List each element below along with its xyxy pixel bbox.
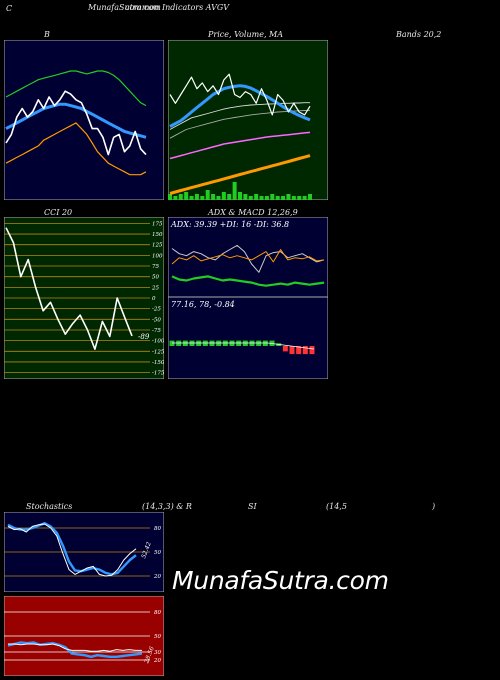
- macd-label: 77.16, 78, -0.84: [171, 300, 235, 309]
- adx-macd-title: ADX & MACD 12,26,9: [208, 208, 298, 217]
- macd-line: [267, 342, 315, 350]
- bollinger-lower-band: [5, 122, 147, 176]
- volume-bar: [297, 196, 302, 200]
- tick-label: 75: [152, 264, 159, 270]
- volume-bar: [227, 194, 232, 200]
- volume-bar: [302, 196, 307, 200]
- tick-label: 80: [154, 526, 161, 532]
- tick-label: 50: [154, 550, 161, 556]
- tick-label: 50: [152, 275, 159, 281]
- rsi-close: ): [432, 502, 436, 511]
- tick-label: 20: [153, 574, 161, 580]
- volume-bar: [216, 196, 221, 200]
- volume-bar: [248, 196, 253, 200]
- cci-line: [5, 227, 133, 350]
- cci-chart: 175 150 125 100 75 50 25 0 -25 -50 -75 -100 -125 -150…: [4, 217, 164, 379]
- price-ma-title: Price, Volume, MA: [208, 30, 284, 39]
- tick-label: 175: [152, 221, 163, 227]
- volume-bar: [243, 194, 248, 200]
- tick-label: -75: [152, 328, 161, 334]
- volume-bar: [238, 192, 242, 200]
- volume-bar: [221, 192, 226, 200]
- volume-bar: [189, 196, 194, 200]
- cci-title: CCI 20: [44, 208, 73, 217]
- volume-bar: [173, 196, 178, 200]
- tick-label: -125: [152, 349, 164, 355]
- volume-bar: [232, 182, 237, 200]
- tick-label: 80: [154, 610, 161, 616]
- ma-50-line: [169, 102, 310, 130]
- rsi-signal-line: [8, 643, 142, 652]
- tick-label: 30: [154, 650, 161, 656]
- volume-bar: [259, 196, 264, 200]
- volume-bar: [194, 194, 199, 200]
- tick-label: 50: [154, 634, 161, 640]
- volume-bar: [205, 190, 210, 200]
- rsi-line: [7, 641, 143, 658]
- tick-label: 0: [152, 296, 156, 302]
- plus-di-line: [171, 275, 325, 287]
- tick-label: -25: [152, 307, 161, 313]
- tick-label: 20: [153, 658, 161, 664]
- volume-bar: [178, 194, 183, 200]
- tick-label: -100: [152, 339, 164, 345]
- macd-histogram-bar: [289, 346, 295, 355]
- adx-line: [171, 244, 325, 273]
- site-title: MunafaSutra.com: [88, 3, 161, 12]
- minus-di-line: [171, 249, 325, 265]
- bollinger-title: B: [44, 30, 50, 39]
- bollinger-upper-band: [5, 70, 147, 107]
- ma-200-line: [169, 131, 311, 160]
- price-ma-chart: [168, 40, 328, 200]
- volume-bar: [275, 196, 280, 200]
- stoch-params: (14,3,3) & R: [142, 502, 192, 511]
- bands-title: Bands 20,2: [396, 30, 442, 39]
- stoch-k-line: [7, 523, 137, 577]
- bollinger-frame: [4, 40, 164, 200]
- cci-last-label: -89: [138, 333, 150, 341]
- rsi-params: (14,5: [326, 502, 347, 511]
- tick-label: -150: [152, 360, 164, 366]
- rsi-title-mid: SI: [248, 502, 257, 511]
- macd-histogram-bar: [296, 346, 302, 355]
- volume-bar: [184, 192, 189, 200]
- ma-long-line: [169, 154, 311, 195]
- volume-bar: [286, 194, 291, 200]
- ma-100-line: [169, 109, 311, 139]
- volume-bar: [291, 196, 296, 200]
- tick-label: 125: [152, 243, 163, 249]
- volume-bar: [308, 194, 312, 200]
- stoch-title: Stochastics: [26, 502, 73, 511]
- corner-letter: C: [6, 4, 13, 13]
- volume-bar: [270, 194, 275, 200]
- macd-frame: [168, 297, 328, 379]
- macd-histogram-bar: [282, 346, 288, 352]
- macd-chart: 77.16, 78, -0.84: [168, 297, 328, 379]
- bollinger-chart: [4, 40, 164, 200]
- watermark: MunafaSutra.com: [172, 566, 389, 595]
- tick-label: -175: [152, 371, 164, 377]
- volume-bar: [211, 194, 216, 200]
- bollinger-price-line: [5, 90, 147, 156]
- tick-label: 100: [152, 253, 163, 259]
- tick-label: 25: [151, 285, 159, 291]
- tick-label: -50: [152, 317, 161, 323]
- macd-histogram-bar: [309, 346, 315, 355]
- volume-bar: [168, 194, 172, 200]
- volume-bar: [281, 196, 286, 200]
- tick-label: 150: [152, 232, 163, 238]
- volume-bar: [254, 194, 259, 200]
- price-ma-frame: [168, 40, 328, 200]
- volume-bar: [264, 196, 269, 200]
- volume-bar: [200, 196, 205, 200]
- chart-subtitle: common Indicators AVGV: [125, 3, 230, 12]
- adx-chart: ADX: 39.39 +DI: 16 -DI: 36.8: [168, 217, 328, 297]
- price-line: [169, 73, 311, 116]
- macd-histogram-bar: [302, 346, 308, 355]
- adx-label: ADX: 39.39 +DI: 16 -DI: 36.8: [170, 220, 289, 229]
